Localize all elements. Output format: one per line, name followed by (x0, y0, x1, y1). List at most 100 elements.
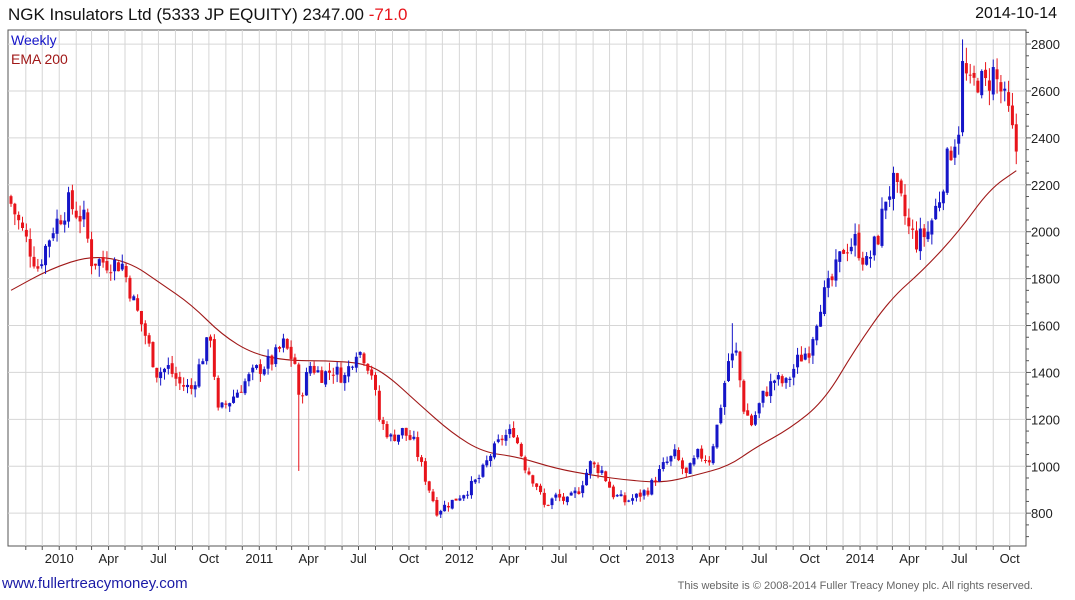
candle (450, 499, 454, 510)
candle-body (174, 373, 178, 379)
candle-body (742, 380, 746, 412)
candle (216, 375, 220, 411)
candle-body (565, 496, 569, 503)
y-tick-label: 2800 (1031, 37, 1060, 52)
candle-body (354, 356, 358, 368)
candle-body (347, 366, 351, 377)
candle-body (170, 363, 174, 374)
candle-body (404, 427, 408, 436)
candle (669, 455, 673, 467)
candle (822, 280, 826, 317)
candle-body (550, 498, 554, 506)
candle (239, 385, 243, 393)
candle (592, 461, 596, 468)
candle (44, 244, 48, 274)
candle (538, 483, 542, 495)
candle-body (799, 354, 803, 362)
candle (796, 347, 800, 374)
candle (247, 372, 251, 387)
candle-body (97, 259, 101, 266)
candle-body (677, 450, 681, 461)
candle (90, 231, 94, 275)
candle (1003, 81, 1007, 102)
candle-body (792, 368, 796, 378)
candle-body (585, 472, 589, 486)
candle-body (696, 448, 700, 458)
candle-body (627, 500, 631, 502)
candle (423, 457, 427, 485)
candle-body (930, 220, 934, 235)
candle (251, 364, 255, 381)
y-tick-label: 1800 (1031, 272, 1060, 287)
candle (93, 263, 97, 270)
candle (285, 338, 289, 350)
candle (680, 457, 684, 475)
candle (550, 497, 554, 510)
candle (316, 366, 320, 373)
candle-body (101, 257, 105, 263)
y-tick-label: 1600 (1031, 319, 1060, 334)
candle-body (193, 385, 197, 390)
candle (872, 235, 876, 261)
candle (972, 65, 976, 86)
candle-body (938, 202, 942, 208)
candle-body (734, 350, 738, 353)
candle (753, 411, 757, 426)
candle (70, 184, 74, 215)
candle (262, 366, 266, 376)
candle-body (324, 371, 328, 385)
candle-body (569, 492, 573, 496)
candle-body (21, 222, 25, 229)
copyright-text: This website is © 2008-2014 Fuller Treac… (677, 580, 1033, 592)
candle (761, 390, 765, 408)
candle-body (1010, 105, 1014, 126)
candle (443, 500, 447, 512)
candle-body (842, 249, 846, 254)
candle (918, 217, 922, 260)
candle-body (159, 371, 163, 379)
candle-body (136, 298, 140, 311)
candle (162, 367, 166, 380)
candle-body (654, 480, 658, 482)
candle (462, 494, 466, 502)
candle (964, 47, 968, 81)
candle-body (70, 190, 74, 210)
candle (389, 433, 393, 442)
candle (742, 379, 746, 415)
candle (159, 367, 163, 386)
candle-body (400, 428, 404, 436)
candle-body (304, 372, 308, 396)
candle (903, 184, 907, 225)
candle (97, 258, 101, 277)
candle (266, 349, 270, 375)
candle-body (631, 498, 635, 501)
candle-body (945, 148, 949, 193)
candle (734, 342, 738, 356)
candle (439, 509, 443, 518)
candle (838, 251, 842, 273)
candle (420, 454, 424, 467)
candle-body (845, 252, 849, 254)
candle-body (462, 495, 466, 499)
candle-body (489, 455, 493, 462)
candle (807, 346, 811, 364)
candle (354, 352, 358, 373)
candle-body (604, 471, 608, 482)
candle (362, 352, 366, 367)
candle (730, 323, 734, 368)
site-link[interactable]: www.fullertreacymoney.com (2, 575, 188, 592)
candle (63, 212, 67, 233)
candle (21, 216, 25, 231)
candle (703, 455, 707, 464)
candle-body (611, 486, 615, 498)
candle-body (443, 504, 447, 512)
candle (711, 443, 715, 465)
candle-body (289, 346, 293, 359)
candle-body (9, 196, 13, 204)
candle-body (78, 215, 82, 222)
candle-body (888, 196, 892, 200)
candle-body (93, 263, 97, 266)
candle-body (538, 485, 542, 493)
candle (492, 441, 496, 460)
candle (577, 487, 581, 495)
